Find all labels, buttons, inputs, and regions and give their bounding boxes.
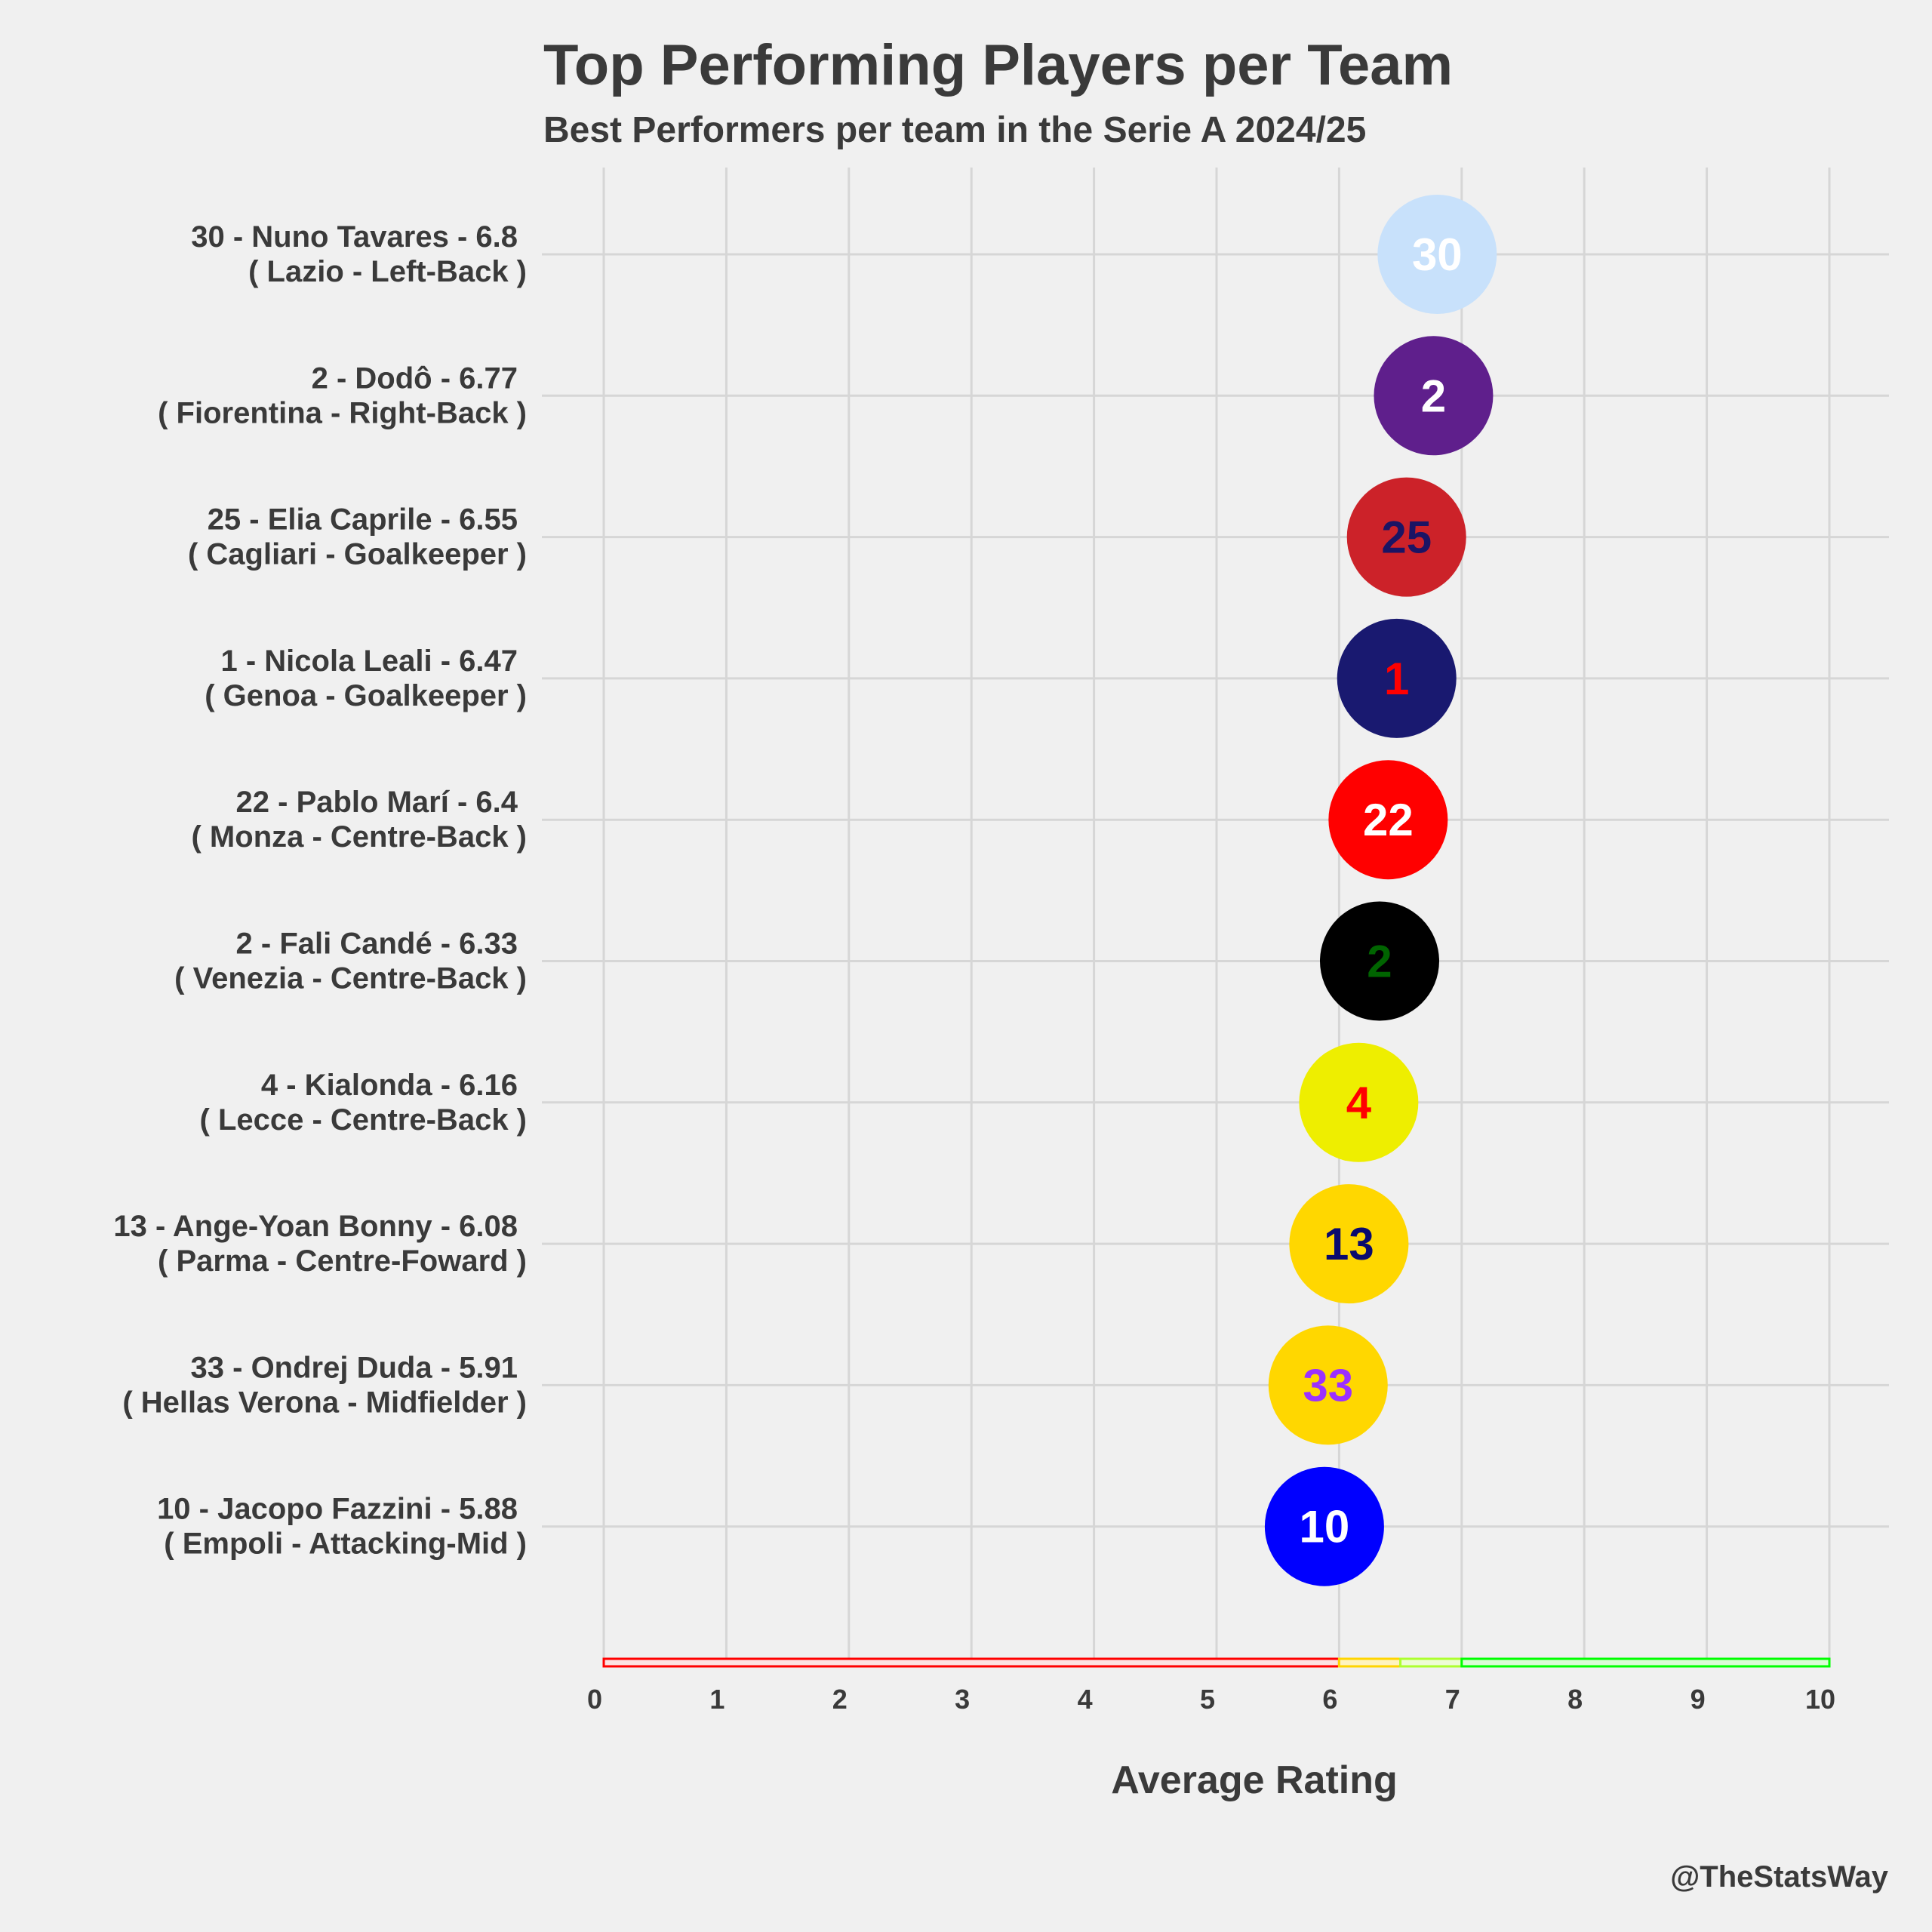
x-tick-label: 7 (1445, 1684, 1460, 1715)
rating-band (1399, 1657, 1463, 1668)
x-tick-label: 9 (1690, 1684, 1706, 1715)
player-number-label: 25 (1381, 512, 1432, 563)
player-label-line2: ( Fiorentina - Right-Back ) (158, 396, 527, 429)
x-tick-label: 3 (955, 1684, 970, 1715)
rating-band (1337, 1657, 1402, 1668)
player-label-line1: 30 - Nuno Tavares - 6.8 (191, 220, 518, 254)
player-label-line2: ( Venezia - Centre-Back ) (174, 962, 527, 995)
player-number-label: 30 (1412, 229, 1463, 280)
player-label-line1: 2 - Fali Candé - 6.33 (236, 928, 518, 961)
rating-band (1460, 1657, 1831, 1668)
player-label-line2: ( Genoa - Goalkeeper ) (205, 679, 527, 712)
player-number-label: 4 (1346, 1078, 1372, 1128)
player-number-label: 22 (1363, 795, 1414, 845)
rating-band (602, 1657, 1340, 1668)
player-number-label: 13 (1324, 1219, 1374, 1269)
player-label-line1: 1 - Nicola Leali - 6.47 (221, 645, 518, 678)
player-point (1377, 195, 1497, 314)
player-label-line2: ( Monza - Centre-Back ) (192, 820, 528, 854)
rating-band-layer (602, 1657, 1831, 1668)
player-point (1374, 336, 1494, 456)
player-point (1268, 1325, 1388, 1445)
x-tick-label: 6 (1322, 1684, 1337, 1715)
player-number-label: 2 (1367, 937, 1392, 987)
player-label-line1: 33 - Ondrej Duda - 5.91 (191, 1351, 518, 1384)
player-label-line1: 25 - Elia Caprile - 6.55 (208, 503, 518, 537)
x-tick-label: 5 (1200, 1684, 1215, 1715)
x-tick-label: 4 (1078, 1684, 1093, 1715)
player-number-label: 33 (1303, 1360, 1353, 1411)
x-tick-label: 10 (1805, 1684, 1835, 1715)
player-point (1264, 1466, 1384, 1586)
x-tick-label: 2 (832, 1684, 848, 1715)
player-number-label: 10 (1300, 1502, 1350, 1552)
player-label-line1: 10 - Jacopo Fazzini - 5.88 (157, 1493, 518, 1526)
player-point (1328, 760, 1448, 880)
player-point (1319, 901, 1439, 1021)
player-label-line1: 2 - Dodô - 6.77 (312, 361, 518, 395)
x-tick-label: 1 (709, 1684, 724, 1715)
grid-layer (542, 168, 1889, 1660)
player-label-line1: 22 - Pablo Marí - 6.4 (236, 786, 518, 819)
credit-text: @TheStatsWay (1670, 1860, 1888, 1894)
player-label-line2: ( Lazio - Left-Back ) (248, 255, 527, 288)
chart-title: Top Performing Players per Team (543, 33, 1453, 97)
player-label-line1: 4 - Kialonda - 6.16 (261, 1069, 518, 1102)
player-number-label: 2 (1421, 371, 1446, 421)
player-label-layer: 30 - Nuno Tavares - 6.8( Lazio - Left-Ba… (113, 220, 527, 1561)
chart-subtitle: Best Performers per team in the Serie A … (543, 110, 1366, 150)
player-number-label: 1 (1384, 654, 1409, 704)
player-label-line2: ( Cagliari - Goalkeeper ) (188, 538, 527, 571)
player-point (1346, 477, 1466, 597)
player-point (1337, 618, 1457, 738)
player-label-line2: ( Hellas Verona - Midfielder ) (122, 1386, 527, 1419)
x-tick-label: 0 (587, 1684, 602, 1715)
player-label-line2: ( Parma - Centre-Foward ) (158, 1244, 527, 1278)
player-label-line2: ( Empoli - Attacking-Mid ) (164, 1527, 527, 1561)
x-axis-label: Average Rating (1111, 1758, 1398, 1802)
player-point (1289, 1184, 1409, 1304)
player-label-line2: ( Lecce - Centre-Back ) (200, 1103, 527, 1137)
x-tick-label: 8 (1567, 1684, 1583, 1715)
player-label-line1: 13 - Ange-Yoan Bonny - 6.08 (113, 1210, 518, 1243)
player-point (1299, 1042, 1419, 1162)
x-tick-layer: 0 1 2 3 4 5 6 7 8 9 10 (587, 1684, 1835, 1715)
